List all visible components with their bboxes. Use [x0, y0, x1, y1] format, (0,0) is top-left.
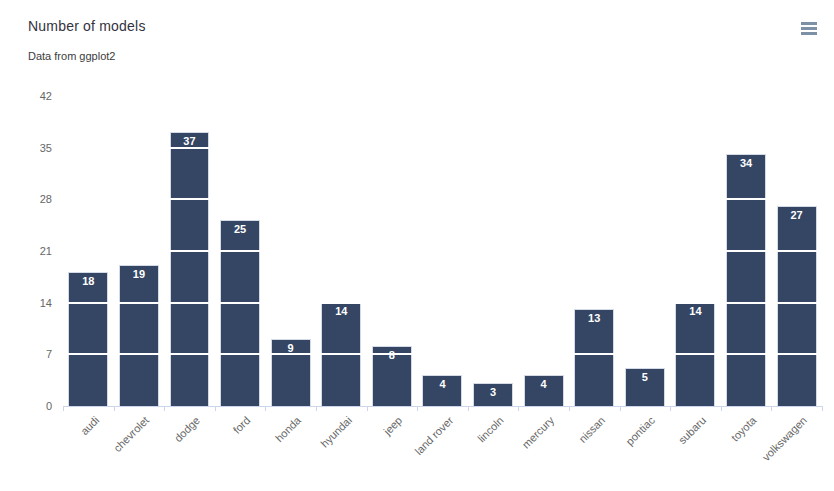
bar-mercury[interactable]: 4	[524, 375, 564, 406]
chart-subtitle: Data from ggplot2	[28, 50, 115, 62]
y-axis-tick-label: 21	[0, 244, 52, 258]
bar-value-label: 13	[575, 312, 613, 324]
category-slot: 8	[367, 96, 418, 406]
category-slot: 13	[569, 96, 620, 406]
x-axis-label-mercury: mercury	[520, 414, 557, 451]
category-slot: 19	[114, 96, 165, 406]
x-axis-label-honda: honda	[273, 414, 303, 444]
x-axis-label-ford: ford	[231, 414, 253, 436]
bar-value-label: 9	[272, 342, 310, 354]
bar-value-label: 19	[120, 268, 158, 280]
x-axis-tick	[822, 406, 823, 411]
y-axis-tick-label: 42	[0, 89, 52, 103]
x-axis-label-volkswagen: volkswagen	[760, 414, 809, 463]
x-axis-label-nissan: nissan	[576, 414, 607, 445]
x-axis-label-chevrolet: chevrolet	[111, 414, 151, 454]
bar-chevrolet[interactable]: 19	[119, 265, 159, 406]
bar-hyundai[interactable]: 14	[321, 302, 361, 406]
y-axis-tick-label: 0	[0, 399, 52, 413]
bar-land-rover[interactable]: 4	[422, 375, 462, 406]
x-axis-label-pontiac: pontiac	[624, 414, 658, 448]
x-axis-label-dodge: dodge	[172, 414, 202, 444]
plot-area: 181937259148434135143427 audichevroletdo…	[63, 96, 822, 406]
bar-value-label: 14	[322, 305, 360, 317]
x-axis-label-subaru: subaru	[676, 414, 708, 446]
x-axis-line	[63, 406, 822, 407]
bar-value-label: 3	[474, 386, 512, 398]
category-slot: 14	[670, 96, 721, 406]
bar-ford[interactable]: 25	[220, 220, 260, 406]
x-axis-label-toyota: toyota	[729, 414, 759, 444]
bar-nissan[interactable]: 13	[574, 309, 614, 406]
y-axis-tick-label: 14	[0, 296, 52, 310]
category-slot: 27	[771, 96, 822, 406]
bar-value-label: 25	[221, 223, 259, 235]
category-slot: 18	[63, 96, 114, 406]
x-axis-label-land-rover: land rover	[412, 414, 455, 457]
bar-value-label: 34	[727, 157, 765, 169]
bar-pontiac[interactable]: 5	[625, 368, 665, 406]
category-slot: 4	[518, 96, 569, 406]
hamburger-menu-icon	[800, 22, 818, 35]
bar-value-label: 4	[423, 378, 461, 390]
category-slot: 4	[417, 96, 468, 406]
bar-value-label: 37	[171, 135, 209, 147]
category-slot: 25	[215, 96, 266, 406]
category-slot: 5	[620, 96, 671, 406]
category-slot: 37	[164, 96, 215, 406]
bars-group: 181937259148434135143427	[63, 96, 822, 406]
bar-volkswagen[interactable]: 27	[777, 206, 817, 406]
bar-lincoln[interactable]: 3	[473, 383, 513, 406]
bar-dodge[interactable]: 37	[170, 132, 210, 406]
category-slot: 14	[316, 96, 367, 406]
category-slot: 34	[721, 96, 772, 406]
chart-container: Number of models Data from ggplot2 0 7 14 2…	[0, 0, 834, 491]
export-menu-button[interactable]	[796, 17, 822, 39]
bar-subaru[interactable]: 14	[675, 302, 715, 406]
y-axis-tick-label: 28	[0, 192, 52, 206]
bar-value-label: 27	[778, 209, 816, 221]
bar-value-label: 18	[69, 275, 107, 287]
bar-value-label: 8	[373, 349, 411, 361]
y-axis-labels: 071421283542	[0, 96, 52, 406]
bar-value-label: 5	[626, 371, 664, 383]
category-slot: 9	[265, 96, 316, 406]
y-axis-tick-label: 35	[0, 141, 52, 155]
bar-audi[interactable]: 18	[68, 272, 108, 406]
x-axis-label-hyundai: hyundai	[318, 414, 354, 450]
y-axis-tick-label: 7	[0, 347, 52, 361]
bar-value-label: 14	[676, 305, 714, 317]
bar-value-label: 4	[525, 378, 563, 390]
chart-title: Number of models	[28, 18, 146, 34]
bar-jeep[interactable]: 8	[372, 346, 412, 406]
category-slot: 3	[468, 96, 519, 406]
bar-honda[interactable]: 9	[271, 339, 311, 406]
bar-toyota[interactable]: 34	[726, 154, 766, 406]
x-axis-label-audi: audi	[78, 414, 101, 437]
x-axis-label-jeep: jeep	[381, 414, 404, 437]
x-axis-label-lincoln: lincoln	[475, 414, 506, 445]
x-axis-labels: audi chevrolet dodge ford honda hyundai jeepla…	[63, 406, 822, 486]
